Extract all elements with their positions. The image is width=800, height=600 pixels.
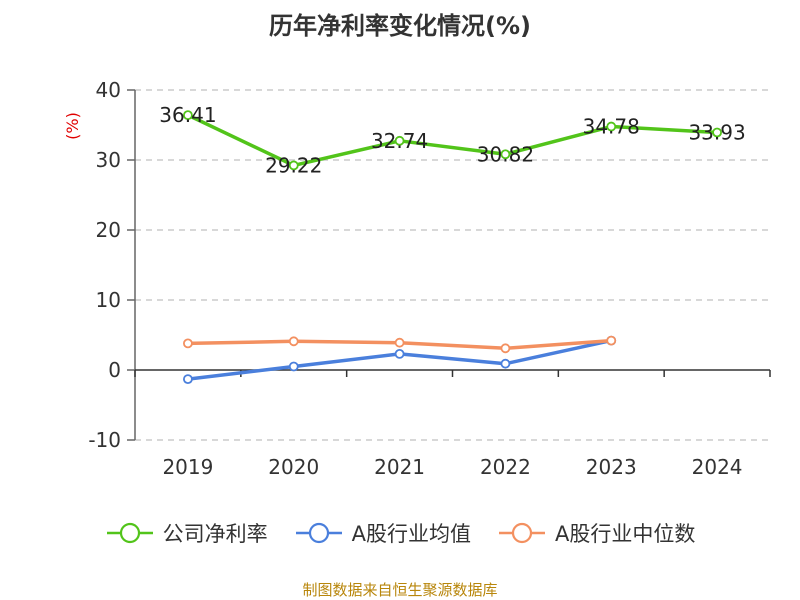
y-tick-label: 30 <box>96 148 121 172</box>
data-label-0-2: 32.74 <box>371 129 428 153</box>
data-label-0-1: 29.22 <box>265 153 322 177</box>
x-tick-label: 2021 <box>374 455 425 479</box>
y-axis-unit-label: (%) <box>63 112 82 140</box>
y-tick-label: 0 <box>108 358 121 382</box>
legend-item-0[interactable]: 公司净利率 <box>105 518 268 548</box>
y-tick-label: -10 <box>88 428 121 452</box>
y-tick-label: 20 <box>96 218 121 242</box>
series-lines <box>183 110 722 385</box>
data-point-1-1 <box>288 361 299 372</box>
series-line-0 <box>187 113 718 168</box>
data-point-0-4 <box>606 121 617 132</box>
legend-item-1[interactable]: A股行业均值 <box>294 518 471 548</box>
x-tick-label: 2019 <box>162 455 213 479</box>
data-point-0-5 <box>712 127 722 138</box>
legend-symbol-icon <box>106 522 153 544</box>
source-note: 制图数据来自恒生聚源数据库 <box>302 581 498 599</box>
legend-symbol-icon <box>499 522 545 544</box>
legend-label: A股行业均值 <box>351 522 471 546</box>
data-point-2-2 <box>394 337 405 348</box>
data-point-2-4 <box>606 335 617 346</box>
data-point-0-1 <box>288 160 299 171</box>
legend-item-2[interactable]: A股行业中位数 <box>497 518 695 548</box>
x-tick-label: 2020 <box>268 455 319 479</box>
data-label-0-5: 33.93 <box>688 120 745 144</box>
y-tick-label: 10 <box>96 288 121 312</box>
legend-symbol-icon <box>295 522 342 544</box>
data-point-1-2 <box>394 348 405 359</box>
data-label-0-3: 30.82 <box>477 142 534 166</box>
data-labels: 36.41 29.22 32.74 30.82 34.78 33.93 <box>159 103 745 177</box>
legend-label: A股行业中位数 <box>555 522 696 546</box>
legend: 公司净利率 A股行业均值 A股行业中位数 <box>0 518 800 548</box>
data-label-0-4: 34.78 <box>583 115 640 139</box>
data-point-2-3 <box>500 343 511 354</box>
y-tick-label: 40 <box>96 78 121 102</box>
data-point-2-1 <box>288 336 299 347</box>
x-tick-label: 2024 <box>692 455 743 479</box>
x-tick-label: 2022 <box>480 455 531 479</box>
axes: -10 0 10 20 30 40 2019 2020 2021 2022 2023 2024 <box>88 78 771 479</box>
data-label-0-0: 36.41 <box>159 103 216 127</box>
data-point-0-2 <box>394 135 405 146</box>
data-point-0-3 <box>500 149 511 160</box>
data-point-0-0 <box>183 110 193 121</box>
data-point-1-0 <box>183 374 193 385</box>
x-tick-label: 2023 <box>586 455 637 479</box>
legend-label: 公司净利率 <box>162 522 268 546</box>
grid-lines <box>135 89 770 441</box>
chart-title: 历年净利率变化情况(%) <box>269 12 531 40</box>
data-point-2-0 <box>183 338 193 349</box>
data-point-1-3 <box>500 358 511 369</box>
